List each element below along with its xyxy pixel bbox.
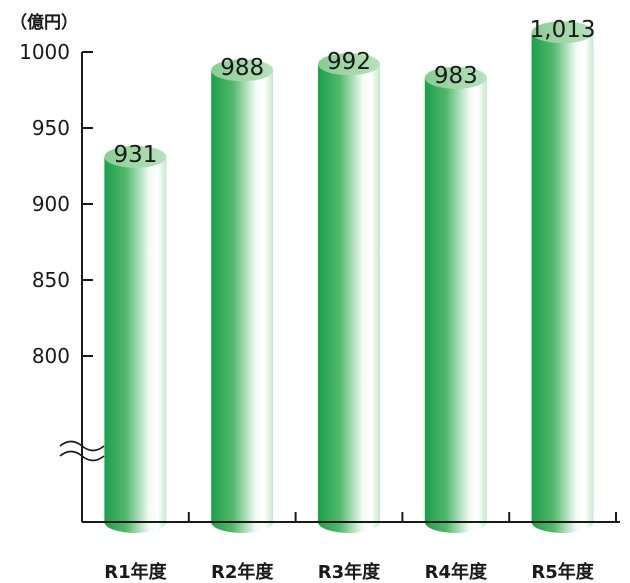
bars: 931 988 992 983 1,013 <box>104 17 596 534</box>
bar-top <box>318 53 380 76</box>
bar-body <box>211 70 274 534</box>
y-tick-label: 950 <box>32 116 70 140</box>
bar-top <box>211 59 274 82</box>
x-tick-label: R3年度 <box>318 561 381 583</box>
data-label: 1,013 <box>530 17 596 43</box>
x-tick-label: R5年度 <box>531 561 594 583</box>
x-axis: R1年度 R2年度 R3年度 R4年度 R5年度 <box>82 512 620 583</box>
bar-body <box>424 77 487 533</box>
y-axis: 800 850 900 950 1000 <box>19 40 105 522</box>
data-label: 983 <box>434 63 478 89</box>
x-tick-label: R2年度 <box>211 561 274 583</box>
bar-top <box>104 145 167 168</box>
x-tick-label: R4年度 <box>425 561 488 583</box>
y-tick-label: 1000 <box>19 40 70 64</box>
bar-body <box>531 32 594 534</box>
y-tick-label: 900 <box>32 192 70 216</box>
bar-top <box>531 21 594 44</box>
bar-top <box>424 66 487 89</box>
y-tick-label: 850 <box>32 268 70 292</box>
y-tick-label: 800 <box>32 344 70 368</box>
bar <box>211 59 274 534</box>
bar <box>318 53 380 533</box>
unit-label: （億円） <box>10 12 78 33</box>
axis-break-mark <box>59 450 105 462</box>
bar-body <box>104 156 167 533</box>
bar-body <box>318 64 380 533</box>
bar <box>424 66 487 533</box>
bar <box>531 21 594 534</box>
bar <box>104 145 167 533</box>
data-label: 931 <box>113 142 157 168</box>
x-tick-label: R1年度 <box>104 561 167 583</box>
data-label: 988 <box>220 55 264 81</box>
axis-break-mark <box>59 440 105 452</box>
data-label: 992 <box>327 49 371 75</box>
